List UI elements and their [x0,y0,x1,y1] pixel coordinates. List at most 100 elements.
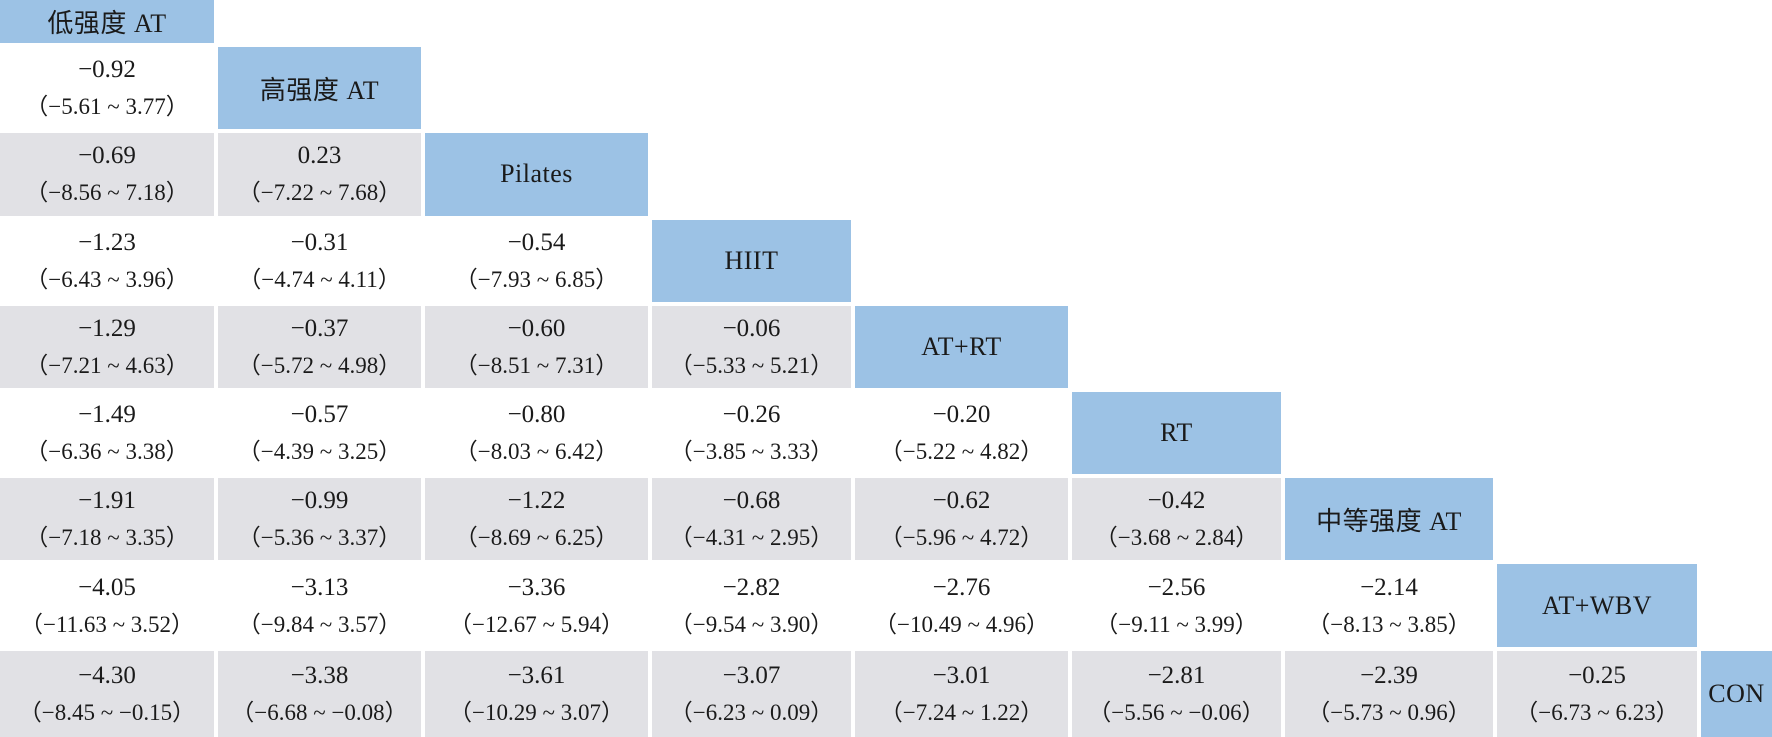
table-row: −1.49 （−6.36 ~ 3.38） −0.57 （−4.39 ~ 3.25） −0… [0,392,1772,479]
effect-estimate: −0.26 [722,401,781,429]
empty-cell [1497,219,1701,306]
effect-cell: −0.37 （−5.72 ~ 4.98） [218,305,425,392]
empty-cell [1072,47,1285,134]
treatment-cell: HIIT [652,219,855,306]
effect-estimate: −2.82 [722,573,781,601]
effect-estimate: −0.06 [722,314,781,342]
effect-cell: −0.20 （−5.22 ~ 4.82） [855,392,1072,479]
effect-ci: （−6.73 ~ 6.23） [1515,699,1679,725]
effect-ci: （−8.03 ~ 6.42） [454,439,619,465]
effect-cell: −2.76 （−10.49 ~ 4.96） [855,564,1072,651]
effect-cell: −3.07 （−6.23 ~ 0.09） [652,650,855,737]
empty-cell [1701,306,1772,392]
empty-cell [1285,305,1497,392]
effect-cell: −0.99 （−5.36 ~ 3.37） [218,478,425,565]
empty-cell [855,0,1072,48]
effect-cell: −0.92 （−5.61 ~ 3.77） [0,47,218,134]
empty-cell [1285,133,1497,220]
table-row: −0.69 （−8.56 ~ 7.18） 0.23 （−7.22 ~ 7.68） Pil… [0,133,1772,220]
effect-cell: −0.60 （−8.51 ~ 7.31） [425,305,652,392]
empty-cell [1072,305,1285,392]
effect-ci: （−5.96 ~ 4.72） [879,525,1044,551]
empty-cell [652,133,855,220]
effect-cell: −0.69 （−8.56 ~ 7.18） [0,133,218,220]
empty-cell [1701,133,1772,220]
effect-estimate: 0.23 [297,142,342,170]
effect-ci: （−3.68 ~ 2.84） [1094,525,1259,551]
effect-estimate: −1.29 [78,314,136,342]
empty-cell [1497,0,1701,48]
empty-cell [1497,478,1701,565]
effect-ci: （−5.56 ~ −0.06） [1088,699,1265,725]
empty-cell [1701,0,1772,48]
empty-cell [425,0,652,48]
table-row: −0.92 （−5.61 ~ 3.77） 高强度 AT [0,47,1772,134]
effect-estimate: −0.54 [507,228,566,256]
effect-cell: −4.30 （−8.45 ~ −0.15） [0,650,218,737]
effect-estimate: −0.62 [932,487,991,515]
treatment-cell: Pilates [425,133,652,220]
table-row: −1.29 （−7.21 ~ 4.63） −0.37 （−5.72 ~ 4.98） −0… [0,305,1772,392]
effect-ci: （−10.49 ~ 4.96） [874,611,1049,637]
effect-estimate: −1.49 [78,401,136,429]
effect-estimate: −3.36 [507,573,566,601]
empty-cell [425,47,652,134]
effect-cell: −0.80 （−8.03 ~ 6.42） [425,392,652,479]
empty-cell [855,47,1072,134]
effect-estimate: −0.31 [290,228,349,256]
effect-ci: （−7.21 ~ 4.63） [25,352,189,378]
effect-ci: （−5.72 ~ 4.98） [237,352,402,378]
effect-cell: −2.81 （−5.56 ~ −0.06） [1072,650,1285,737]
effect-estimate: −2.81 [1147,661,1206,689]
effect-estimate: −0.99 [290,487,349,515]
effect-cell: −4.05 （−11.63 ~ 3.52） [0,564,218,651]
treatment-cell: CON [1701,650,1772,737]
effect-ci: （−6.43 ~ 3.96） [25,266,189,292]
effect-estimate: −0.92 [78,56,136,84]
effect-cell: −0.25 （−6.73 ~ 6.23） [1497,650,1701,737]
effect-estimate: −0.69 [78,142,136,170]
effect-ci: （−8.13 ~ 3.85） [1307,611,1471,637]
effect-ci: （−7.24 ~ 1.22） [879,699,1044,725]
treatment-cell: 高强度 AT [218,47,425,134]
effect-estimate: −0.57 [290,401,349,429]
empty-cell [1072,133,1285,220]
effect-estimate: −2.56 [1147,573,1206,601]
effect-ci: （−5.33 ~ 5.21） [669,352,834,378]
empty-cell [1701,220,1772,306]
empty-cell [1285,0,1497,48]
treatment-cell: RT [1072,392,1285,479]
table-row: −4.05 （−11.63 ~ 3.52） −3.13 （−9.84 ~ 3.57） −… [0,564,1772,651]
table-row: −1.91 （−7.18 ~ 3.35） −0.99 （−5.36 ~ 3.37） −1… [0,478,1772,565]
effect-ci: （−6.68 ~ −0.08） [231,699,408,725]
effect-ci: （−12.67 ~ 5.94） [449,611,624,637]
effect-cell: −2.82 （−9.54 ~ 3.90） [652,564,855,651]
effect-estimate: −1.91 [78,487,136,515]
empty-cell [652,0,855,48]
effect-ci: （−11.63 ~ 3.52） [19,611,195,637]
effect-estimate: −3.01 [932,661,991,689]
effect-ci: （−7.22 ~ 7.68） [237,180,402,206]
effect-cell: −1.91 （−7.18 ~ 3.35） [0,478,218,565]
effect-ci: （−3.85 ~ 3.33） [669,439,834,465]
effect-cell: −0.31 （−4.74 ~ 4.11） [218,219,425,306]
empty-cell [652,47,855,134]
effect-ci: （−4.39 ~ 3.25） [237,439,402,465]
effect-cell: −3.01 （−7.24 ~ 1.22） [855,650,1072,737]
effect-estimate: −0.42 [1147,487,1206,515]
effect-ci: （−5.36 ~ 3.37） [237,525,402,551]
effect-estimate: −4.05 [78,573,136,601]
effect-ci: （−8.56 ~ 7.18） [25,180,189,206]
effect-cell: −3.38 （−6.68 ~ −0.08） [218,650,425,737]
empty-cell [1701,47,1772,134]
effect-cell: −2.14 （−8.13 ~ 3.85） [1285,564,1497,651]
effect-estimate: −4.30 [78,661,136,689]
empty-cell [1701,564,1772,651]
empty-cell [1497,305,1701,392]
effect-cell: −2.39 （−5.73 ~ 0.96） [1285,650,1497,737]
effect-estimate: −1.22 [507,487,566,515]
effect-estimate: −0.25 [1568,661,1626,689]
effect-cell: −0.06 （−5.33 ~ 5.21） [652,305,855,392]
empty-cell [1285,47,1497,134]
